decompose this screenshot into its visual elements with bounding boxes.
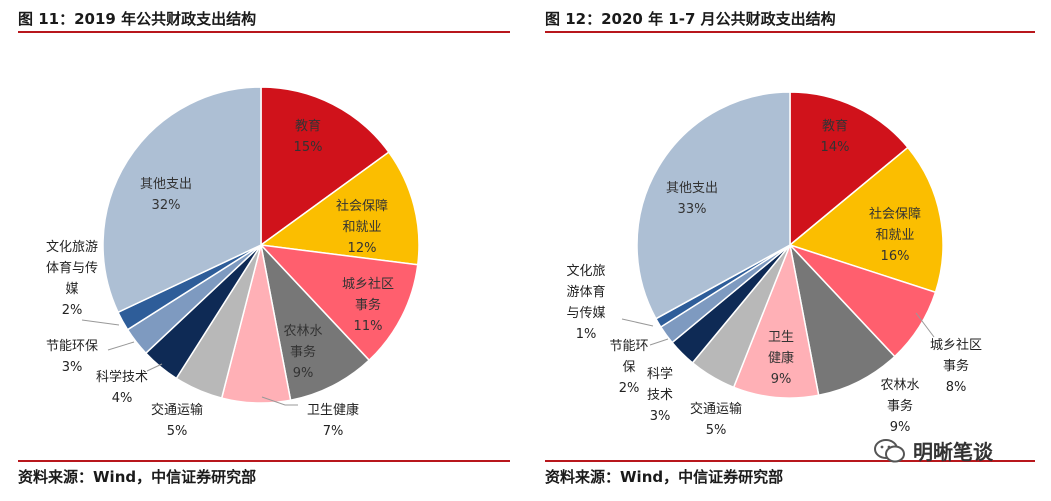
- leader-line: [81, 319, 120, 326]
- slice-percent-label: 9%: [293, 366, 314, 381]
- slice-label: 城乡社区: [930, 337, 982, 353]
- slice-label: 游体育: [566, 284, 605, 300]
- slice-percent-label: 12%: [348, 241, 377, 256]
- leader-line: [146, 363, 163, 372]
- slice-label: 教育: [295, 118, 321, 134]
- slice-percent-label: 5%: [706, 423, 727, 438]
- slice-label: 事务: [290, 344, 316, 360]
- slice-label: 城乡社区: [342, 276, 394, 292]
- slice-label: 农林水: [880, 378, 919, 393]
- slice-percent-label: 1%: [576, 327, 597, 342]
- slice-percent-label: 32%: [152, 198, 181, 213]
- pie-slice: [260, 86, 390, 247]
- slice-percent-label: 33%: [678, 202, 707, 217]
- left-source-rule: [18, 460, 510, 462]
- slice-percent-label: 5%: [167, 424, 188, 439]
- slice-label: 和就业: [342, 220, 381, 235]
- slice-label: 节能环: [609, 339, 648, 354]
- right-chart-title: 图 12：2020 年 1-7 月公共财政支出结构: [545, 10, 836, 28]
- slice-label: 卫生健康: [307, 402, 359, 418]
- slice-label: 与传媒: [566, 306, 605, 321]
- slice-label: 交通运输: [690, 401, 742, 417]
- pie-slice: [732, 242, 820, 399]
- slice-percent-label: 14%: [821, 140, 850, 155]
- left-pie-chart: 教育15%社会保障和就业12%城乡社区事务11%农林水事务9%卫生健康7%交通运…: [46, 86, 420, 439]
- slice-label: 文化旅游: [46, 240, 98, 255]
- slice-percent-label: 4%: [112, 391, 133, 406]
- slice-percent-label: 7%: [323, 424, 344, 439]
- slice-label: 农林水: [283, 324, 322, 339]
- right-title-rule: [545, 31, 1035, 33]
- slice-percent-label: 11%: [354, 319, 383, 334]
- leader-line: [621, 318, 654, 327]
- watermark: 明晰笔谈: [873, 436, 993, 465]
- leader-line: [915, 312, 935, 338]
- right-source-note: 资料来源：Wind，中信证券研究部: [545, 468, 784, 486]
- slice-percent-label: 3%: [650, 409, 671, 424]
- wechat-icon: [874, 438, 905, 462]
- slice-label: 健康: [768, 350, 794, 366]
- slice-percent-label: 9%: [771, 372, 792, 387]
- pie-slice: [259, 243, 419, 362]
- slice-label: 科学: [647, 366, 673, 382]
- slice-label: 体育与传: [46, 260, 98, 276]
- slice-label: 媒: [65, 282, 78, 297]
- slice-label: 事务: [887, 398, 913, 414]
- watermark-text: 明晰笔谈: [913, 440, 993, 464]
- pie-slice: [636, 91, 791, 320]
- pie-slice: [102, 86, 262, 314]
- pie-slice: [788, 146, 944, 294]
- slice-percent-label: 9%: [890, 420, 911, 435]
- pie-slice: [259, 151, 420, 266]
- slice-percent-label: 8%: [946, 380, 967, 395]
- slice-percent-label: 16%: [881, 249, 910, 264]
- slice-label: 节能环保: [46, 339, 98, 354]
- slice-label: 科学技术: [96, 369, 148, 385]
- leader-line: [107, 341, 135, 351]
- left-title-rule: [18, 31, 510, 33]
- pie-slice: [259, 242, 371, 402]
- slice-label: 其他支出: [140, 177, 192, 192]
- leader-line: [261, 396, 298, 406]
- slice-label: 和就业: [875, 228, 914, 243]
- slice-percent-label: 2%: [62, 303, 83, 318]
- pie-slice: [789, 91, 909, 247]
- slice-label: 社会保障: [336, 198, 388, 214]
- left-source-note: 资料来源：Wind，中信证券研究部: [18, 468, 257, 486]
- slice-percent-label: 3%: [62, 360, 83, 375]
- pie-slice: [788, 242, 896, 397]
- slice-label: 教育: [822, 118, 848, 134]
- right-pie-chart: 教育14%社会保障和就业16%城乡社区事务8%农林水事务9%卫生健康9%交通运输…: [566, 91, 982, 438]
- leader-line: [649, 338, 669, 346]
- slice-label: 交通运输: [151, 402, 203, 418]
- slice-label: 卫生: [768, 330, 794, 345]
- slice-label: 文化旅: [566, 264, 605, 279]
- slice-label: 保: [622, 360, 635, 375]
- right-source-rule: [545, 460, 1035, 462]
- slice-percent-label: 15%: [294, 140, 323, 155]
- slice-label: 事务: [943, 358, 969, 374]
- slice-label: 事务: [355, 297, 381, 313]
- slice-label: 其他支出: [666, 181, 718, 196]
- left-chart-title: 图 11：2019 年公共财政支出结构: [18, 10, 257, 28]
- slice-percent-label: 2%: [619, 381, 640, 396]
- slice-label: 技术: [647, 388, 673, 403]
- slice-label: 社会保障: [869, 206, 921, 222]
